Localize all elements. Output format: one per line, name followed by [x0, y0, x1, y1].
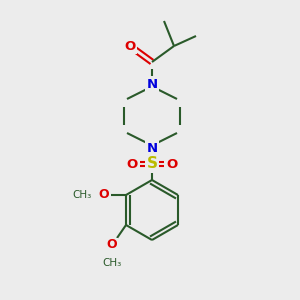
- Text: CH₃: CH₃: [72, 190, 92, 200]
- Text: O: O: [124, 40, 136, 52]
- Text: O: O: [126, 158, 138, 170]
- Text: CH₃: CH₃: [102, 258, 122, 268]
- Text: S: S: [146, 157, 158, 172]
- Text: N: N: [146, 77, 158, 91]
- Text: O: O: [107, 238, 117, 251]
- Text: N: N: [146, 142, 158, 154]
- Text: O: O: [167, 158, 178, 170]
- Text: O: O: [99, 188, 109, 202]
